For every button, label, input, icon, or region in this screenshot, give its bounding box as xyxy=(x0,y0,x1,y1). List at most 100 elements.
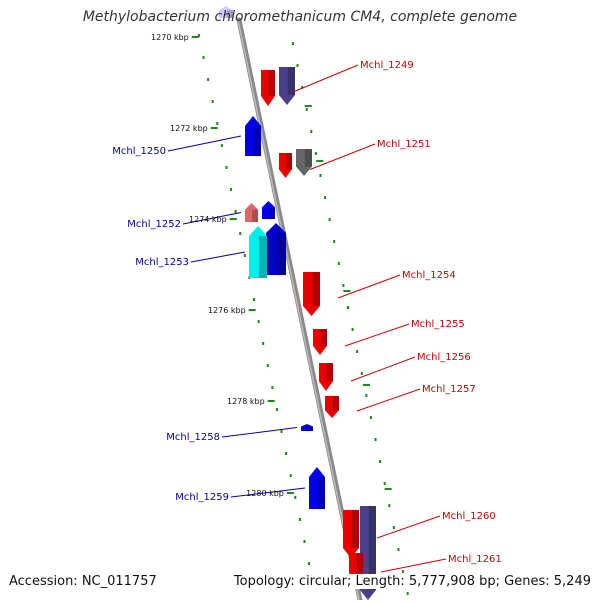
track-dot xyxy=(305,108,308,111)
track-dot xyxy=(225,166,228,169)
track-dot xyxy=(360,372,363,375)
track-dot xyxy=(308,562,311,565)
track-dot xyxy=(275,408,278,411)
track-dash xyxy=(343,290,351,292)
track-dot xyxy=(197,34,200,37)
track-dot xyxy=(369,416,372,419)
track-dot xyxy=(202,56,205,59)
gene-label[interactable]: Mchl_1249 xyxy=(360,60,414,71)
scale-tick xyxy=(267,400,275,402)
gene-block-partner[interactable] xyxy=(296,149,312,176)
gene-leader-line xyxy=(190,251,246,263)
gene-leader-line xyxy=(221,427,298,438)
gene-label[interactable]: Mchl_1256 xyxy=(417,352,471,363)
track-dot xyxy=(324,196,327,199)
track-dot xyxy=(239,232,242,235)
gene-block-partner[interactable] xyxy=(279,67,295,105)
track-dot xyxy=(351,328,354,331)
labels-layer: Mchl_1249 Mchl_1250 Mchl_1251 Mchl_1252 Mchl… xyxy=(112,60,502,573)
gene-leader-line xyxy=(356,388,421,412)
track-dot xyxy=(243,254,246,257)
scale-tick xyxy=(191,36,199,38)
track-dot xyxy=(310,130,313,133)
track-dot xyxy=(271,386,274,389)
scale-tick-label: 1278 kbp xyxy=(227,397,265,406)
genome-backbone xyxy=(236,17,363,603)
genome-backbone-highlight xyxy=(237,19,360,601)
gene-leader-line xyxy=(292,64,359,93)
gene-arrow[interactable] xyxy=(309,467,325,509)
gene-arrow[interactable] xyxy=(303,272,320,316)
track-dot xyxy=(328,218,331,221)
gene-arrow[interactable] xyxy=(261,70,275,106)
gene-arrow[interactable] xyxy=(325,396,339,418)
gene-label[interactable]: Mchl_1255 xyxy=(411,319,465,330)
track-dot xyxy=(289,474,292,477)
gene-arrow[interactable] xyxy=(343,510,359,558)
gene-leader-line xyxy=(376,515,441,539)
gene-arrow[interactable] xyxy=(301,424,313,431)
gene-block-partner[interactable] xyxy=(266,223,286,275)
gene-leader-line xyxy=(182,212,242,225)
gene-leader-line xyxy=(230,487,306,498)
gene-label[interactable]: Mchl_1250 xyxy=(112,146,166,157)
gene-leader-line xyxy=(380,558,447,573)
gene-arrow[interactable] xyxy=(313,329,327,355)
track-dot xyxy=(257,320,260,323)
scale-tick xyxy=(210,127,218,129)
gene-arrow[interactable] xyxy=(249,226,267,278)
track-dot xyxy=(220,144,223,147)
scale-tick xyxy=(286,492,294,494)
gene-label[interactable]: Mchl_1259 xyxy=(175,492,229,503)
tick-track xyxy=(197,34,409,595)
gene-label[interactable]: Mchl_1261 xyxy=(448,554,502,565)
scale-tick-label: 1272 kbp xyxy=(170,124,208,133)
track-dash xyxy=(384,488,392,490)
scale-labels-layer: 1270 kbp 1272 kbp 1274 kbp 1276 kbp 1278 kbp… xyxy=(151,33,294,498)
track-dot xyxy=(291,42,294,45)
gene-label[interactable]: Mchl_1260 xyxy=(442,511,496,522)
track-dot xyxy=(285,452,288,455)
track-dot xyxy=(230,188,233,191)
track-dot xyxy=(319,174,322,177)
track-dot xyxy=(301,86,304,89)
gene-label[interactable]: Mchl_1252 xyxy=(127,219,181,230)
track-dot xyxy=(296,64,299,67)
gene-arrow[interactable] xyxy=(245,116,261,156)
track-dash xyxy=(316,160,324,162)
track-dot xyxy=(392,526,395,529)
gene-label[interactable]: Mchl_1257 xyxy=(422,384,476,395)
gene-label[interactable]: Mchl_1254 xyxy=(402,270,456,281)
topology-text: Topology: circular; Length: 5,777,908 bp… xyxy=(233,574,591,589)
track-dot xyxy=(346,306,349,309)
track-dot xyxy=(383,482,386,485)
gene-leader-line xyxy=(167,135,242,152)
track-dot xyxy=(280,430,283,433)
gene-label[interactable]: Mchl_1253 xyxy=(135,257,189,268)
gene-leader-line xyxy=(350,356,416,382)
gene-leader-line xyxy=(344,323,410,347)
gene-block-partner[interactable] xyxy=(219,6,233,18)
gene-arrow[interactable] xyxy=(279,153,292,178)
track-dot xyxy=(402,570,405,573)
gene-label[interactable]: Mchl_1251 xyxy=(377,139,431,150)
map-title: Methylobacterium chloromethanicum CM4, c… xyxy=(82,9,518,25)
scale-tick-label: 1280 kbp xyxy=(246,489,284,498)
scale-tick xyxy=(248,309,256,311)
backbone-layer xyxy=(236,17,363,603)
scale-tick-label: 1274 kbp xyxy=(189,215,227,224)
gene-block-partner[interactable] xyxy=(262,201,275,219)
gene-label[interactable]: Mchl_1258 xyxy=(166,432,220,443)
track-dot xyxy=(337,262,340,265)
track-dot xyxy=(342,284,345,287)
gene-arrow[interactable] xyxy=(319,363,333,391)
track-dot xyxy=(294,496,297,499)
track-dot xyxy=(234,210,237,213)
gene-arrow[interactable] xyxy=(245,203,258,222)
accession-text: Accession: NC_011757 xyxy=(9,574,157,589)
scale-tick-label: 1276 kbp xyxy=(208,306,246,315)
track-dot xyxy=(333,240,336,243)
track-dot xyxy=(216,122,219,125)
